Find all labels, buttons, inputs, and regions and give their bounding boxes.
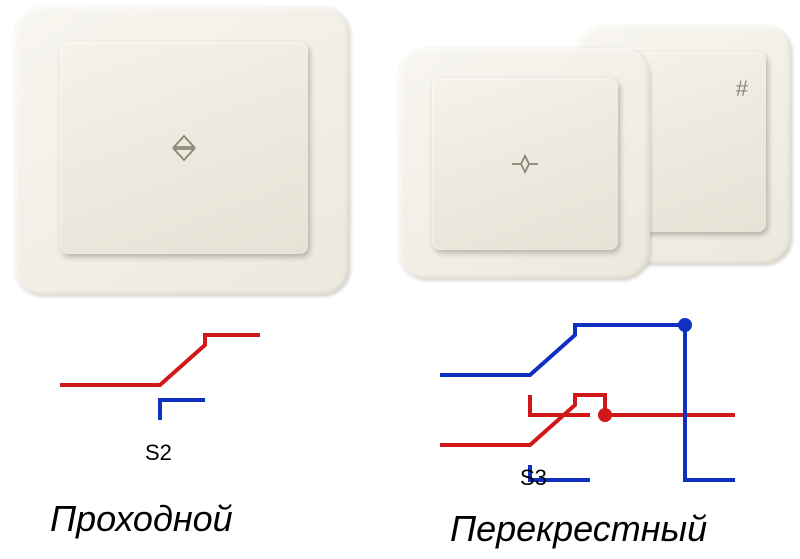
label-s2: S2: [145, 440, 172, 466]
title-right: Перекрестный: [450, 508, 707, 550]
s3-node-red: [598, 408, 612, 422]
s3-node-blue: [678, 318, 692, 332]
label-s3: S3: [520, 465, 547, 491]
s3-red-upper: [530, 395, 590, 415]
s3-blue-upper: [440, 325, 685, 375]
right-schematic: [0, 0, 800, 559]
title-left: Проходной: [50, 498, 233, 540]
s3-blue-vert: [685, 320, 735, 480]
s3-red-lower: [440, 395, 735, 445]
